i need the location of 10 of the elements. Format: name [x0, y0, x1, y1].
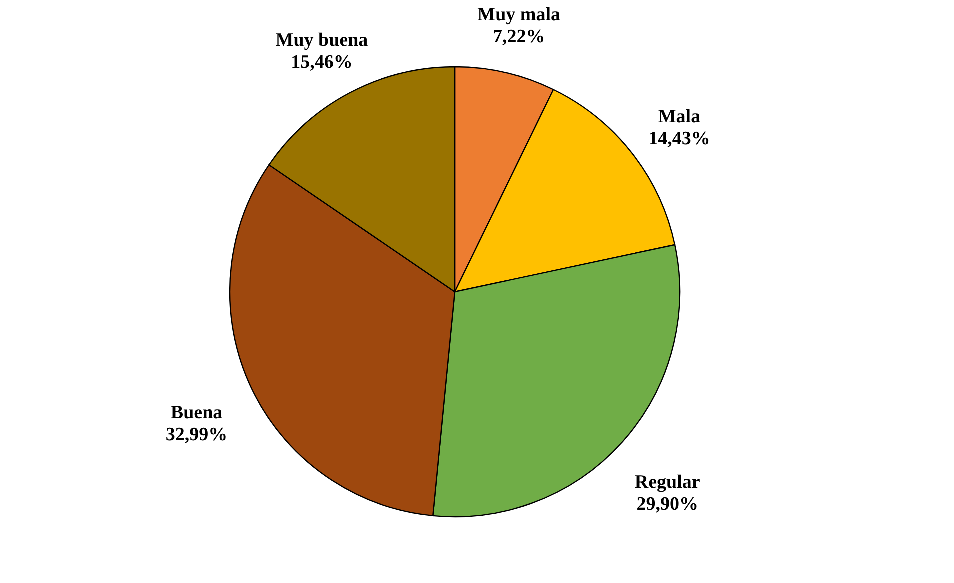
data-label: 14,43%: [648, 128, 710, 150]
data-label: 29,90%: [636, 494, 698, 515]
slice-label: Regular: [634, 472, 701, 493]
slice-label: Buena: [170, 402, 224, 424]
slice-label: Mala: [658, 106, 702, 128]
slice-label: Muy buena: [276, 30, 369, 51]
data-label: 7,22%: [492, 26, 546, 48]
data-label: 15,46%: [291, 52, 353, 73]
data-label: 32,99%: [166, 424, 228, 446]
slice-label: Muy mala: [478, 4, 562, 26]
